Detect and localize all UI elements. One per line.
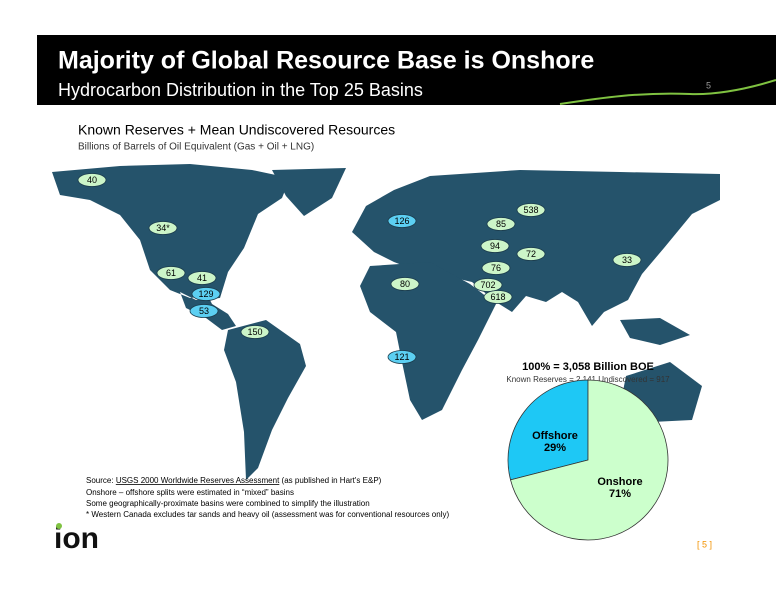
basin-bubble bbox=[516, 203, 546, 217]
basin-bubble bbox=[481, 261, 511, 275]
note-line: Onshore – offshore splits were estimated… bbox=[86, 488, 294, 497]
basin-bubble bbox=[387, 214, 417, 228]
basin-value: 121 bbox=[394, 352, 409, 362]
basin-labels: 40 34* 61 41 129 53 150 126 85 538 94 72 33 76 80 702 61… bbox=[77, 173, 642, 364]
map-title: Known Reserves + Mean Undiscovered Resou… bbox=[78, 122, 395, 138]
source-link[interactable]: USGS 2000 Worldwide Reserves Assessment bbox=[116, 476, 280, 485]
pie-slice bbox=[510, 379, 669, 541]
basin-value: 76 bbox=[491, 263, 501, 273]
world-map bbox=[52, 164, 720, 480]
basin-value: 40 bbox=[87, 175, 97, 185]
header-swoosh bbox=[559, 79, 776, 105]
pie-title: 100% = 3,058 Billion BOE bbox=[522, 361, 654, 373]
footer-page: [ 5 ] bbox=[697, 539, 712, 549]
basin-bubble bbox=[516, 247, 546, 261]
basin-value: 94 bbox=[490, 241, 500, 251]
basin-value: 618 bbox=[490, 292, 505, 302]
basin-bubble bbox=[390, 277, 420, 291]
basin-value: 538 bbox=[523, 205, 538, 215]
source-prefix: Source: bbox=[86, 476, 114, 485]
basin-value: 126 bbox=[394, 216, 409, 226]
africa bbox=[360, 262, 496, 420]
basin-value: 41 bbox=[197, 273, 207, 283]
basin-bubble bbox=[473, 278, 503, 292]
slice-value: 71% bbox=[609, 488, 631, 500]
basin-bubble bbox=[189, 304, 219, 318]
logo-dot bbox=[56, 523, 62, 529]
note-line: * Western Canada excludes tar sands and … bbox=[86, 510, 449, 519]
north-america bbox=[52, 164, 290, 330]
basin-bubble bbox=[191, 287, 221, 301]
indonesia bbox=[620, 318, 690, 345]
slice-label: Onshore bbox=[597, 476, 642, 488]
basin-value: 150 bbox=[247, 327, 262, 337]
basin-value: 61 bbox=[166, 268, 176, 278]
slice-value: 29% bbox=[544, 442, 566, 454]
note-line: Some geographically-proximate basins wer… bbox=[86, 499, 370, 508]
basin-value: 129 bbox=[198, 289, 213, 299]
map-subtitle: Billions of Barrels of Oil Equivalent (G… bbox=[78, 142, 314, 153]
basin-value: 85 bbox=[496, 219, 506, 229]
basin-value: 53 bbox=[199, 306, 209, 316]
slide-subtitle: Hydrocarbon Distribution in the Top 25 B… bbox=[58, 80, 423, 100]
basin-value: 80 bbox=[400, 279, 410, 289]
basin-bubble bbox=[187, 271, 217, 285]
basin-bubble bbox=[240, 325, 270, 339]
basin-value: 34* bbox=[156, 223, 170, 233]
basin-bubble bbox=[148, 221, 178, 235]
south-america bbox=[224, 320, 306, 480]
source-suffix: (as published in Hart's E&P) bbox=[282, 476, 382, 485]
basin-bubble bbox=[612, 253, 642, 267]
basin-bubble bbox=[77, 173, 107, 187]
basin-bubble bbox=[486, 217, 516, 231]
source-note: Source: USGS 2000 Worldwide Reserves Ass… bbox=[86, 476, 382, 485]
header-page-number: 5 bbox=[706, 80, 711, 90]
slice-label: Offshore bbox=[532, 430, 578, 442]
greenland bbox=[272, 168, 346, 216]
basin-bubble bbox=[480, 239, 510, 253]
basin-value: 72 bbox=[526, 249, 536, 259]
pie-slice bbox=[507, 379, 589, 481]
basin-bubble bbox=[156, 266, 186, 280]
basin-bubble bbox=[387, 350, 417, 364]
basin-bubble bbox=[483, 290, 513, 304]
slide-title: Majority of Global Resource Base is Onsh… bbox=[58, 47, 594, 75]
basin-value: 702 bbox=[480, 280, 495, 290]
basin-value: 33 bbox=[622, 255, 632, 265]
